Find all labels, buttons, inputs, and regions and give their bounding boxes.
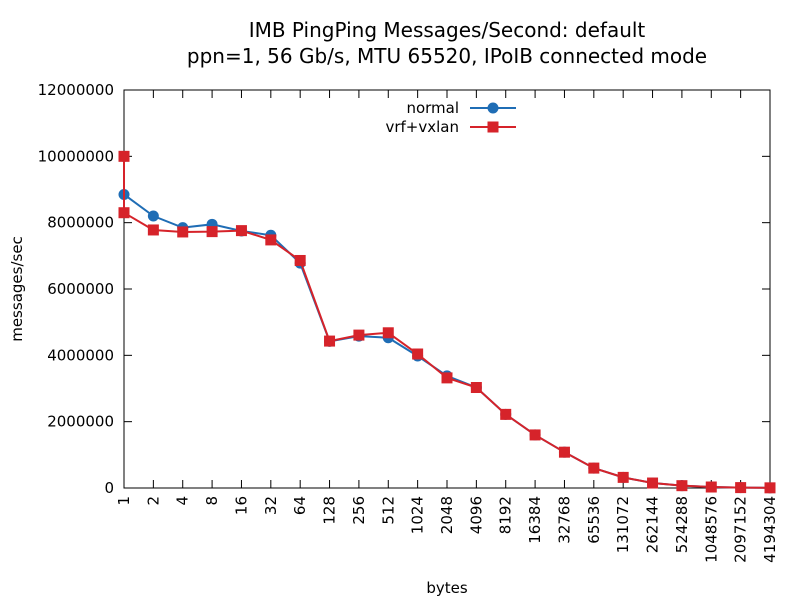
series-vrf+vxlan [118, 150, 776, 494]
series-normal [118, 150, 776, 494]
series-layer [118, 150, 776, 494]
data-point [470, 382, 482, 394]
y-tick-label: 8000000 [47, 214, 114, 232]
data-point [353, 329, 365, 341]
x-tick-label: 262144 [644, 496, 662, 553]
x-tick-label: 32768 [555, 496, 573, 544]
x-tick-label: 1024 [409, 496, 427, 534]
x-tick-label: 2 [144, 496, 162, 506]
y-tick-label: 0 [104, 479, 114, 497]
y-tick-label: 4000000 [47, 346, 114, 364]
x-tick-label: 32 [262, 496, 280, 515]
axis-ticks: 0200000040000006000000800000010000000120… [38, 81, 779, 563]
series-line [123, 156, 771, 489]
x-tick-label: 4096 [467, 496, 485, 534]
y-tick-label: 10000000 [38, 147, 114, 165]
data-point [147, 210, 159, 222]
x-tick-label: 65536 [585, 496, 603, 544]
x-tick-label: 1048576 [702, 496, 720, 563]
x-tick-label: 4194304 [761, 496, 779, 563]
data-point [294, 254, 306, 266]
data-point [588, 462, 600, 474]
data-point [529, 429, 541, 441]
data-point [177, 226, 189, 238]
data-point [500, 408, 512, 420]
data-point [764, 482, 776, 494]
x-tick-label: 16 [232, 496, 250, 515]
data-point [206, 226, 218, 238]
data-point [147, 224, 159, 236]
legend-marker [487, 121, 499, 133]
data-point [118, 207, 130, 219]
y-axis-label: messages/sec [8, 236, 26, 342]
series-line [123, 156, 771, 489]
plot-frame [123, 89, 771, 489]
x-tick-label: 128 [321, 496, 339, 525]
data-point [676, 480, 688, 492]
data-point [324, 335, 336, 347]
chart-title: IMB PingPing Messages/Second: default [249, 18, 646, 42]
y-tick-label: 12000000 [38, 81, 114, 99]
x-tick-label: 256 [350, 496, 368, 525]
x-axis-label: bytes [426, 579, 468, 597]
legend-marker [487, 102, 499, 114]
data-point [647, 477, 659, 489]
data-point [265, 234, 277, 246]
x-tick-label: 16384 [526, 496, 544, 544]
y-tick-label: 2000000 [47, 413, 114, 431]
x-tick-label: 64 [291, 496, 309, 515]
data-point [235, 225, 247, 237]
y-tick-label: 6000000 [47, 280, 114, 298]
data-point [705, 481, 717, 493]
x-tick-label: 8192 [497, 496, 515, 534]
data-point [617, 471, 629, 483]
data-point [382, 327, 394, 339]
x-tick-label: 524288 [673, 496, 691, 553]
x-tick-label: 2097152 [732, 496, 750, 563]
x-tick-label: 8 [203, 496, 221, 506]
x-tick-label: 1 [115, 496, 133, 506]
x-tick-label: 131072 [614, 496, 632, 553]
data-point-spike [118, 150, 130, 162]
legend-label: vrf+vxlan [385, 118, 459, 136]
x-tick-label: 4 [174, 496, 192, 506]
data-point [441, 372, 453, 384]
data-point [735, 482, 747, 494]
legend-label: normal [406, 99, 459, 117]
x-tick-label: 2048 [438, 496, 456, 534]
x-tick-label: 512 [379, 496, 397, 525]
data-point [412, 348, 424, 360]
chart-subtitle: ppn=1, 56 Gb/s, MTU 65520, IPoIB connect… [187, 44, 707, 68]
data-point [558, 446, 570, 458]
